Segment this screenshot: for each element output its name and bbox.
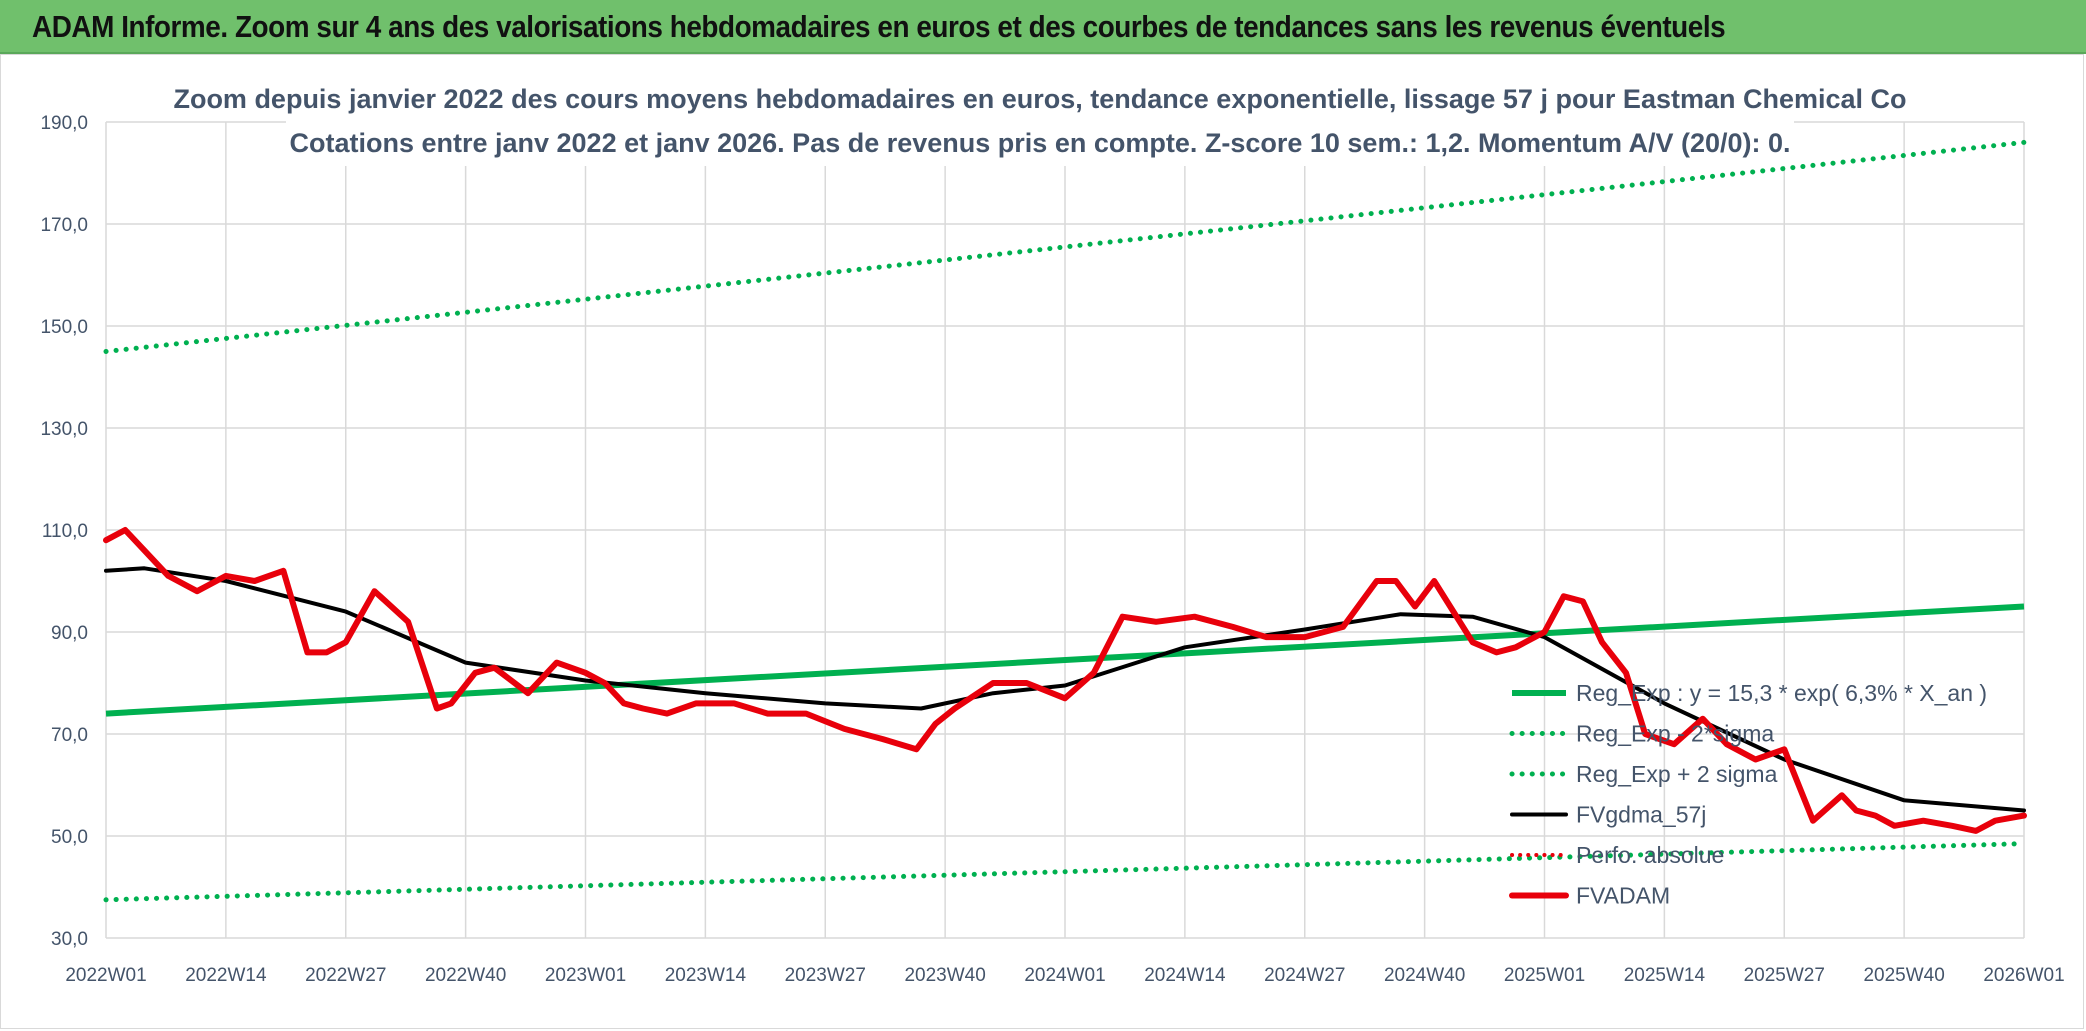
y-tick-label: 30,0 (51, 929, 88, 950)
x-tick-label: 2024W01 (1024, 965, 1105, 986)
y-tick-label: 70,0 (51, 725, 88, 746)
x-tick-label: 2025W14 (1624, 965, 1706, 986)
legend-label: Reg_Exp - 2*sigma (1576, 721, 1774, 747)
title-background (286, 80, 1794, 166)
chart-legend: Reg_Exp : y = 15,3 * exp( 6,3% * X_an ) R… (1509, 680, 1987, 909)
chart-title: Zoom depuis janvier 2022 des cours moyen… (173, 84, 1906, 114)
chart-frame (0, 54, 2084, 1029)
x-axis-ticks: 2022W01 2022W14 2022W27 2022W40 2023W01 2023W… (65, 965, 2064, 986)
x-tick-label: 2025W27 (1744, 965, 1825, 986)
y-tick-label: 50,0 (51, 827, 88, 848)
series-line-3 (104, 566, 2026, 813)
y-tick-label: 90,0 (51, 623, 88, 644)
legend-label: Reg_Exp + 2 sigma (1576, 761, 1778, 787)
x-tick-label: 2022W27 (305, 965, 386, 986)
series-line-5 (103, 527, 2027, 834)
x-tick-label: 2025W40 (1863, 965, 1944, 986)
legend-label: Reg_Exp : y = 15,3 * exp( 6,3% * X_an ) (1576, 680, 1987, 706)
y-tick-label: 150,0 (40, 317, 88, 338)
y-tick-label: 170,0 (40, 215, 88, 236)
x-tick-label: 2025W01 (1504, 965, 1585, 986)
x-tick-label: 2024W14 (1144, 965, 1226, 986)
x-tick-label: 2022W40 (425, 965, 506, 986)
chart-grid (105, 121, 2025, 939)
legend-label: Perfo. absolue (1576, 842, 1724, 868)
chart-subtitle: Cotations entre janv 2022 et janv 2026. … (289, 128, 1790, 158)
report-title: ADAM Informe. Zoom sur 4 ans des valoris… (32, 9, 1726, 44)
x-tick-label: 2022W01 (65, 965, 146, 986)
series-line-2 (103, 139, 2027, 354)
y-axis-ticks: 30,0 50,0 70,0 90,0 110,0 130,0 150,0 170,0 190,… (40, 113, 88, 950)
x-tick-label: 2023W27 (785, 965, 866, 986)
legend-label: FVADAM (1576, 883, 1670, 909)
series-line-1 (103, 841, 2027, 903)
x-tick-label: 2023W14 (665, 965, 747, 986)
legend-label: FVgdma_57j (1576, 802, 1706, 828)
x-tick-label: 2023W01 (545, 965, 626, 986)
y-tick-label: 110,0 (42, 521, 88, 542)
x-tick-label: 2026W01 (1983, 965, 2064, 986)
y-tick-label: 190,0 (40, 113, 88, 134)
x-tick-label: 2024W40 (1384, 965, 1465, 986)
report-banner: ADAM Informe. Zoom sur 4 ans des valoris… (0, 0, 2086, 54)
x-tick-label: 2024W27 (1264, 965, 1345, 986)
chart-series (103, 139, 2027, 903)
x-tick-label: 2023W40 (904, 965, 985, 986)
y-tick-label: 130,0 (40, 419, 88, 440)
x-tick-label: 2022W14 (185, 965, 267, 986)
series-line-0 (105, 603, 2025, 717)
